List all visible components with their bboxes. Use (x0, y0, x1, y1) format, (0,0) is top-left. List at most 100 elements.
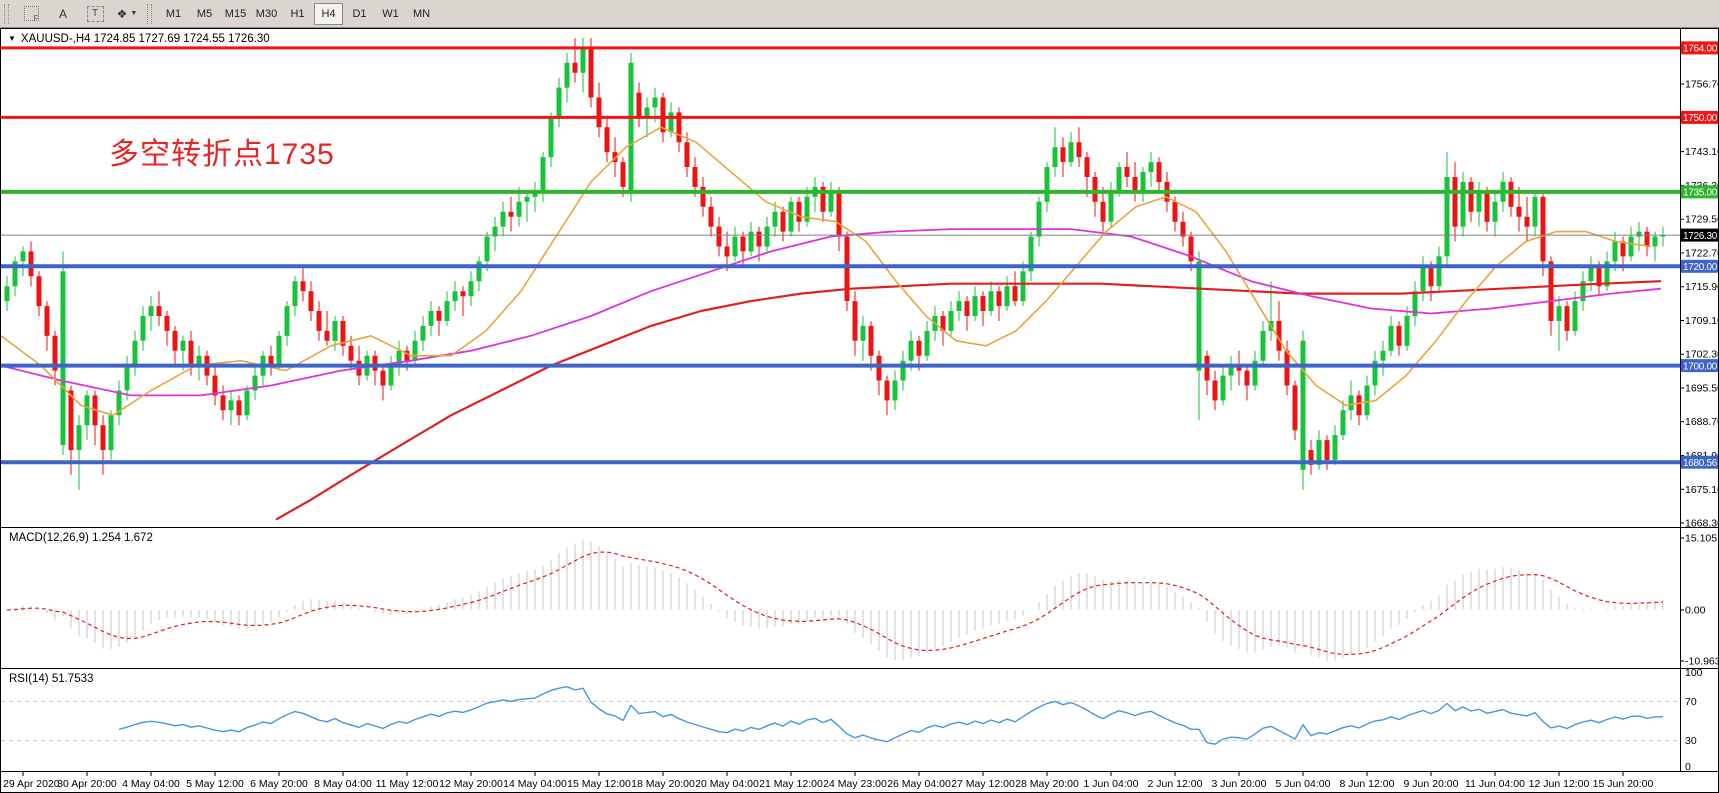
time-tick-label: 27 May 12:00 (951, 778, 1015, 790)
price-marker-label: 1680.56 (1683, 458, 1718, 469)
time-tick-label: 21 May 12:00 (759, 778, 823, 790)
price-tick-label: 1709.10 (1685, 315, 1718, 327)
price-marker-label: 1735.00 (1683, 188, 1718, 199)
chevron-down-icon[interactable]: ▼ (130, 10, 138, 17)
time-tick-label: 26 May 04:00 (887, 778, 951, 790)
toolbar: F A T ❖ ▼ M1 M5 M15 M30 H1 H4 D1 W1 MN (0, 0, 1719, 28)
timeframe-h1-button[interactable]: H1 (290, 7, 305, 20)
bear-candle-bodies (28, 47, 1650, 465)
price-tick-label: 1695.50 (1685, 383, 1718, 395)
time-tick-label: 12 Jun 12:00 (1529, 778, 1590, 790)
price-tick-label: 1743.10 (1685, 146, 1718, 158)
timeframe-d1-button[interactable]: D1 (352, 7, 367, 20)
time-tick-label: 8 May 04:00 (314, 778, 372, 790)
price-tick-label: 1675.10 (1685, 484, 1718, 496)
symbol-title: XAUUSD-,H4 1724.85 1727.69 1724.55 1726.… (20, 33, 270, 45)
indicator-grid-icon: F (23, 6, 39, 23)
chart-window[interactable]: 1756.701743.101736.301729.501722.701715.… (0, 28, 1719, 793)
bull-candle-bodies (4, 47, 1666, 470)
toolbar-grip[interactable] (147, 3, 152, 24)
price-marker-box (1681, 455, 1718, 469)
timeframe-m30-button[interactable]: M30 (255, 7, 278, 20)
time-tick-label: 2 Jun 12:00 (1148, 778, 1203, 790)
price-marker-box (1681, 259, 1718, 273)
text-label-icon: A (58, 6, 67, 21)
time-tick-label: 11 Jun 04:00 (1465, 778, 1525, 790)
time-tick-label: 15 May 12:00 (567, 778, 631, 790)
time-tick-label: 18 May 20:00 (631, 778, 695, 790)
time-tick-label: 24 May 23:00 (823, 778, 887, 790)
timeframe-h4-button[interactable]: H4 (314, 2, 343, 25)
time-tick-label: 28 May 20:00 (1015, 778, 1079, 790)
rsi-panel[interactable]: 100 70 30 0 (1, 667, 1703, 773)
macd-panel[interactable]: 15.105 0.00 -10.963 (6, 533, 1718, 668)
ma-red-line (275, 280, 1662, 521)
indicator-grid-tool-button[interactable]: F (15, 3, 47, 25)
price-marker-label: 1720.00 (1683, 262, 1718, 273)
time-tick-label: 5 May 12:00 (186, 778, 244, 790)
timeframe-m5-button[interactable]: M5 (196, 7, 213, 20)
text-label-tool-button[interactable]: A (47, 3, 79, 25)
main-price-panel[interactable] (1, 38, 1680, 521)
toolbar-grip[interactable] (4, 3, 9, 24)
price-tick-label: 1715.90 (1685, 281, 1718, 293)
timeframe-mn-button[interactable]: MN (412, 7, 431, 20)
price-marker-box (1681, 228, 1718, 242)
time-tick-label: 11 May 12:00 (376, 778, 439, 790)
timeframe-m15-button[interactable]: M15 (224, 7, 247, 20)
timeframe-m1-button[interactable]: M1 (165, 7, 182, 20)
macd-histogram (14, 539, 1664, 661)
price-scale[interactable]: 1756.701743.101736.301729.501722.701715.… (1680, 41, 1718, 530)
time-tick-label: 3 Jun 20:00 (1212, 778, 1267, 790)
arrow-tools-icon: ❖ (116, 6, 128, 21)
price-marker-label: 1726.30 (1683, 231, 1718, 242)
ma-orange-line (1, 126, 1652, 417)
time-tick-label: 1 Jun 04:00 (1084, 778, 1139, 790)
time-tick-label: 30 Apr 20:00 (57, 778, 117, 790)
price-marker-label: 1700.00 (1683, 361, 1718, 372)
time-tick-label: 9 Jun 20:00 (1404, 778, 1459, 790)
rsi-scale-label: 30 (1685, 735, 1697, 747)
time-tick-label: 20 May 04:00 (695, 778, 759, 790)
symbol-ohlc-label: ▼ XAUUSD-,H4 1724.85 1727.69 1724.55 1726… (8, 33, 270, 45)
price-marker-box (1681, 359, 1718, 373)
time-tick-label: 6 May 20:00 (250, 778, 308, 790)
chart-canvas[interactable]: 1756.701743.101736.301729.501722.701715.… (1, 29, 1718, 792)
price-marker-box (1681, 110, 1718, 124)
bear-candle-wicks (30, 38, 1648, 475)
timeframe-w1-button[interactable]: W1 (382, 7, 399, 20)
macd-scale-label: 0.00 (1685, 605, 1706, 617)
rsi-scale-label: 70 (1685, 696, 1697, 708)
price-tick-label: 1756.70 (1685, 79, 1718, 91)
rsi-scale-label: 0 (1685, 761, 1691, 773)
macd-signal-line (6, 551, 1664, 656)
text-box-icon: T (86, 5, 104, 22)
time-tick-label: 12 May 20:00 (439, 778, 503, 790)
price-marker-box (1681, 185, 1718, 199)
price-tick-label: 1722.70 (1685, 247, 1718, 259)
rsi-scale-label: 100 (1685, 667, 1703, 679)
time-tick-label: 14 May 04:00 (503, 778, 567, 790)
price-marker-label: 1750.00 (1683, 113, 1718, 124)
ma-magenta-line (1, 228, 1662, 397)
price-tick-label: 1668.30 (1685, 518, 1718, 530)
price-tick-label: 1729.50 (1685, 214, 1718, 226)
trendpoint-annotation[interactable]: 多空转折点1735 (109, 138, 335, 171)
time-tick-label: 29 Apr 2020 (3, 778, 60, 790)
price-marker-box (1681, 41, 1718, 55)
macd-indicator-label: MACD(12,26,9) 1.254 1.672 (9, 532, 153, 544)
price-tick-label: 1688.70 (1685, 416, 1718, 428)
rsi-line (118, 686, 1664, 745)
price-marker-label: 1764.00 (1683, 44, 1718, 55)
time-tick-label: 5 Jun 04:00 (1276, 778, 1331, 790)
text-box-tool-button[interactable]: T (79, 3, 111, 25)
rsi-indicator-label: RSI(14) 51.7533 (9, 673, 94, 685)
macd-scale-label: 15.105 (1685, 533, 1717, 545)
arrow-tools-button[interactable]: ❖ ▼ (111, 3, 143, 25)
time-tick-label: 4 May 04:00 (122, 778, 180, 790)
time-tick-label: 15 Jun 20:00 (1593, 778, 1654, 790)
macd-scale-label: -10.963 (1685, 656, 1718, 668)
chart-dropdown-icon[interactable]: ▼ (8, 34, 16, 43)
